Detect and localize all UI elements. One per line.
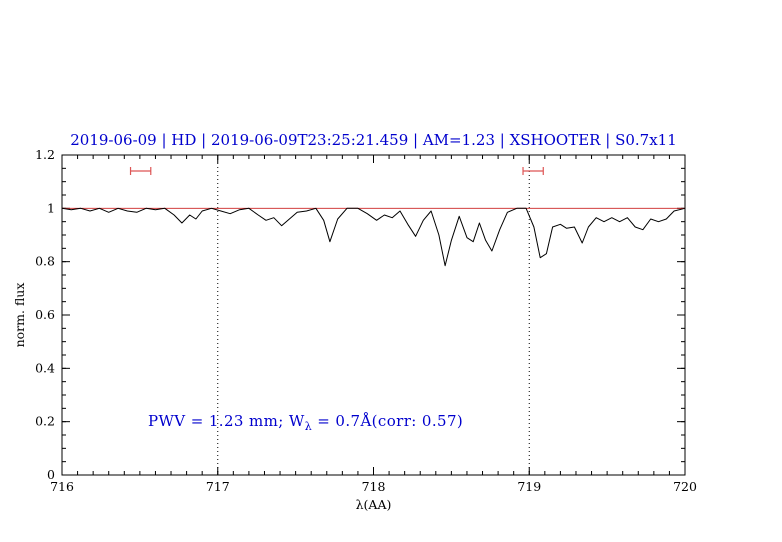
spectrum-line xyxy=(61,207,686,267)
x-tick-label: 719 xyxy=(517,479,541,494)
y-axis-title: norm. flux xyxy=(12,283,27,348)
y-tick-label: 0.6 xyxy=(35,307,55,322)
y-tick-label: 1 xyxy=(47,200,55,215)
plot-title: 2019-06-09 | HD | 2019-06-09T23:25:21.45… xyxy=(70,131,677,149)
pwv-annotation-sub: λ xyxy=(304,420,313,433)
x-tick-label: 720 xyxy=(673,479,697,494)
y-tick-label: 0 xyxy=(47,467,55,482)
y-tick-label: 0.4 xyxy=(35,360,55,375)
pwv-annotation: PWV = 1.23 mm; Wλ = 0.7Å(corr: 0.57) xyxy=(148,412,463,433)
pwv-annotation-suffix: = 0.7Å(corr: 0.57) xyxy=(312,412,464,430)
x-tick-label: 718 xyxy=(362,479,386,494)
x-tick-label: 717 xyxy=(206,479,230,494)
pwv-annotation-prefix: PWV = 1.23 mm; W xyxy=(148,412,305,430)
y-tick-label: 0.2 xyxy=(35,414,55,429)
x-axis-title: λ(AA) xyxy=(356,497,392,512)
x-tick-label: 716 xyxy=(50,479,74,494)
y-tick-label: 0.8 xyxy=(35,254,55,269)
y-tick-label: 1.2 xyxy=(35,147,55,162)
